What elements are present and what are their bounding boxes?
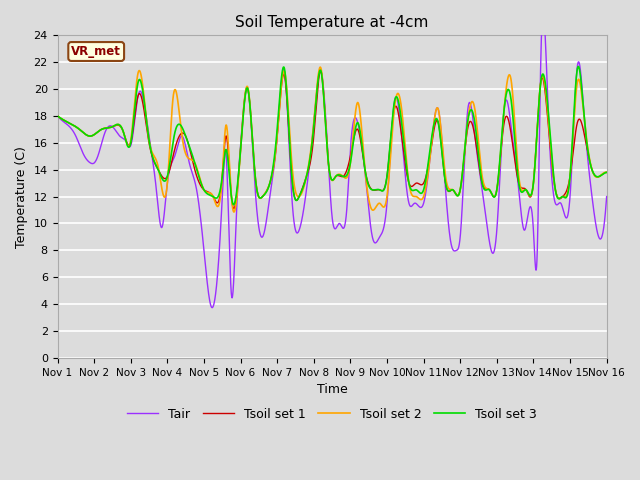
Tsoil set 2 bbox=[316, 64, 324, 70]
Legend: Tair, Tsoil set 1, Tsoil set 2, Tsoil set 3: Tair, Tsoil set 1, Tsoil set 2, Tsoil se… bbox=[122, 403, 542, 426]
Tair bbox=[603, 194, 611, 200]
Tsoil set 3 bbox=[172, 129, 179, 134]
Tsoil set 1 bbox=[603, 169, 611, 175]
Tair bbox=[396, 109, 403, 115]
Tsoil set 2 bbox=[603, 169, 611, 175]
Line: Tair: Tair bbox=[58, 12, 607, 308]
Tsoil set 1 bbox=[172, 145, 179, 151]
X-axis label: Time: Time bbox=[317, 383, 348, 396]
Tair bbox=[54, 113, 61, 119]
Tsoil set 2 bbox=[54, 113, 61, 119]
Tsoil set 1 bbox=[54, 113, 61, 119]
Tsoil set 3 bbox=[551, 181, 559, 187]
Tair bbox=[540, 9, 547, 15]
Tsoil set 1 bbox=[603, 169, 611, 175]
Tsoil set 2 bbox=[551, 183, 559, 189]
Tsoil set 1 bbox=[230, 206, 237, 212]
Tsoil set 2 bbox=[396, 94, 403, 99]
Tair bbox=[172, 152, 179, 157]
Tsoil set 2 bbox=[603, 169, 611, 175]
Tair bbox=[386, 161, 394, 167]
Tsoil set 3 bbox=[575, 63, 582, 69]
Tsoil set 1 bbox=[207, 191, 214, 196]
Line: Tsoil set 1: Tsoil set 1 bbox=[58, 71, 607, 209]
Tsoil set 3 bbox=[603, 169, 611, 175]
Tsoil set 3 bbox=[603, 169, 611, 175]
Tsoil set 2 bbox=[172, 87, 179, 93]
Tair bbox=[207, 303, 214, 309]
Tsoil set 3 bbox=[54, 113, 61, 119]
Tsoil set 3 bbox=[207, 192, 214, 198]
Tsoil set 2 bbox=[207, 191, 214, 196]
Tair bbox=[551, 198, 559, 204]
Line: Tsoil set 3: Tsoil set 3 bbox=[58, 66, 607, 204]
Text: VR_met: VR_met bbox=[71, 45, 121, 58]
Line: Tsoil set 2: Tsoil set 2 bbox=[58, 67, 607, 212]
Y-axis label: Temperature (C): Temperature (C) bbox=[15, 145, 28, 248]
Tsoil set 3 bbox=[230, 202, 237, 207]
Tsoil set 1 bbox=[551, 183, 559, 189]
Tsoil set 3 bbox=[396, 103, 403, 108]
Tsoil set 1 bbox=[386, 146, 394, 152]
Tsoil set 2 bbox=[386, 163, 394, 168]
Tsoil set 3 bbox=[386, 146, 394, 152]
Tsoil set 1 bbox=[396, 117, 403, 123]
Title: Soil Temperature at -4cm: Soil Temperature at -4cm bbox=[236, 15, 429, 30]
Tair bbox=[603, 196, 611, 202]
Tair bbox=[208, 305, 216, 311]
Tsoil set 1 bbox=[317, 68, 324, 74]
Tsoil set 2 bbox=[230, 209, 237, 215]
